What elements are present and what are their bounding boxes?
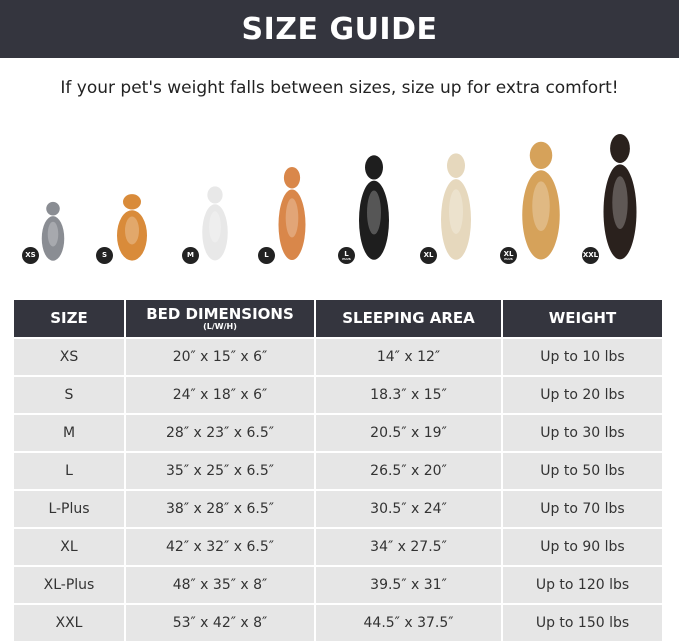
shiba-inu-icon	[274, 164, 310, 262]
size-badge: XS	[22, 247, 39, 264]
size-badge-label: XL	[503, 249, 514, 258]
cell-weight: Up to 30 lbs	[503, 415, 662, 451]
cell-sleeping-area: 18.3″ x 15″	[316, 377, 501, 413]
size-badge-plus: PLUS	[342, 256, 351, 261]
subtitle: If your pet's weight falls between sizes…	[60, 78, 619, 98]
size-badge: L	[258, 247, 275, 264]
cell-size: XL-Plus	[14, 567, 124, 603]
cell-bed-dimensions: 42″ x 32″ x 6.5″	[126, 529, 314, 565]
cell-weight: Up to 20 lbs	[503, 377, 662, 413]
cell-weight: Up to 70 lbs	[503, 491, 662, 527]
cell-bed-dimensions: 35″ x 25″ x 6.5″	[126, 453, 314, 489]
cell-bed-dimensions: 20″ x 15″ x 6″	[126, 339, 314, 375]
labrador-icon	[436, 150, 476, 262]
size-badge-label: L	[264, 251, 269, 259]
pomeranian-icon	[112, 192, 152, 262]
cell-bed-dimensions: 53″ x 42″ x 8″	[126, 605, 314, 641]
table-row: L 35″ x 25″ x 6.5″ 26.5″ x 20″ Up to 50 lbs	[14, 453, 662, 489]
french-bulldog-icon	[198, 184, 232, 262]
cell-sleeping-area: 20.5″ x 19″	[316, 415, 501, 451]
cat-icon	[38, 200, 68, 262]
header-bed-dimensions-label: BED DIMENSIONS	[146, 304, 294, 323]
golden-retriever-icon	[516, 138, 566, 262]
size-badge-plus: PLUS	[504, 256, 513, 261]
cell-bed-dimensions: 48″ x 35″ x 8″	[126, 567, 314, 603]
header-size: SIZE	[14, 300, 124, 337]
table-row: XL-Plus 48″ x 35″ x 8″ 39.5″ x 31″ Up to 12…	[14, 567, 662, 603]
cell-bed-dimensions: 38″ x 28″ x 6.5″	[126, 491, 314, 527]
size-badge-label: XXL	[582, 251, 599, 259]
cell-sleeping-area: 44.5″ x 37.5″	[316, 605, 501, 641]
header-bed-dimensions-sub: (L/W/H)	[203, 321, 237, 331]
size-badge-label: XS	[25, 251, 36, 259]
table-row: XS 20″ x 15″ x 6″ 14″ x 12″ Up to 10 lbs	[14, 339, 662, 375]
header-bed-dimensions: BED DIMENSIONS (L/W/H)	[126, 300, 314, 337]
cell-weight: Up to 10 lbs	[503, 339, 662, 375]
cell-sleeping-area: 26.5″ x 20″	[316, 453, 501, 489]
header-sleeping-area: SLEEPING AREA	[316, 300, 501, 337]
size-table: SIZE BED DIMENSIONS (L/W/H) SLEEPING AREA…	[12, 298, 664, 643]
border-collie-icon	[354, 152, 394, 262]
pet-size-lineup: XS S M L L PLUS XL XL PLUS XXL	[0, 133, 679, 270]
size-badge-label: M	[187, 251, 194, 259]
cell-size: XL	[14, 529, 124, 565]
title-banner: SIZE GUIDE	[0, 0, 679, 58]
table-row: XXL 53″ x 42″ x 8″ 44.5″ x 37.5″ Up to 150 …	[14, 605, 662, 641]
cell-sleeping-area: 14″ x 12″	[316, 339, 501, 375]
header-weight: WEIGHT	[503, 300, 662, 337]
page-title: SIZE GUIDE	[241, 11, 438, 47]
table-header-row: SIZE BED DIMENSIONS (L/W/H) SLEEPING AREA…	[14, 300, 662, 337]
size-badge: M	[182, 247, 199, 264]
cell-weight: Up to 120 lbs	[503, 567, 662, 603]
size-badge: XXL	[582, 247, 599, 264]
size-badge: XL PLUS	[500, 247, 517, 264]
cell-size: XS	[14, 339, 124, 375]
table-row: S 24″ x 18″ x 6″ 18.3″ x 15″ Up to 20 lbs	[14, 377, 662, 413]
cell-size: L-Plus	[14, 491, 124, 527]
cell-size: XXL	[14, 605, 124, 641]
cell-size: M	[14, 415, 124, 451]
table-row: M 28″ x 23″ x 6.5″ 20.5″ x 19″ Up to 30 lbs	[14, 415, 662, 451]
size-badge: L PLUS	[338, 247, 355, 264]
size-badge-label: L	[344, 249, 349, 258]
size-badge-label: S	[101, 251, 108, 259]
size-badge: S	[96, 247, 113, 264]
size-badge: XL	[420, 247, 437, 264]
table-row: L-Plus 38″ x 28″ x 6.5″ 30.5″ x 24″ Up to 7…	[14, 491, 662, 527]
cell-size: S	[14, 377, 124, 413]
size-badge-label: XL	[423, 251, 434, 259]
cell-bed-dimensions: 28″ x 23″ x 6.5″	[126, 415, 314, 451]
table-row: XL 42″ x 32″ x 6.5″ 34″ x 27.5″ Up to 90 lb…	[14, 529, 662, 565]
doberman-icon	[598, 130, 642, 262]
cell-sleeping-area: 34″ x 27.5″	[316, 529, 501, 565]
cell-bed-dimensions: 24″ x 18″ x 6″	[126, 377, 314, 413]
cell-size: L	[14, 453, 124, 489]
cell-weight: Up to 50 lbs	[503, 453, 662, 489]
cell-weight: Up to 150 lbs	[503, 605, 662, 641]
cell-sleeping-area: 30.5″ x 24″	[316, 491, 501, 527]
cell-sleeping-area: 39.5″ x 31″	[316, 567, 501, 603]
cell-weight: Up to 90 lbs	[503, 529, 662, 565]
